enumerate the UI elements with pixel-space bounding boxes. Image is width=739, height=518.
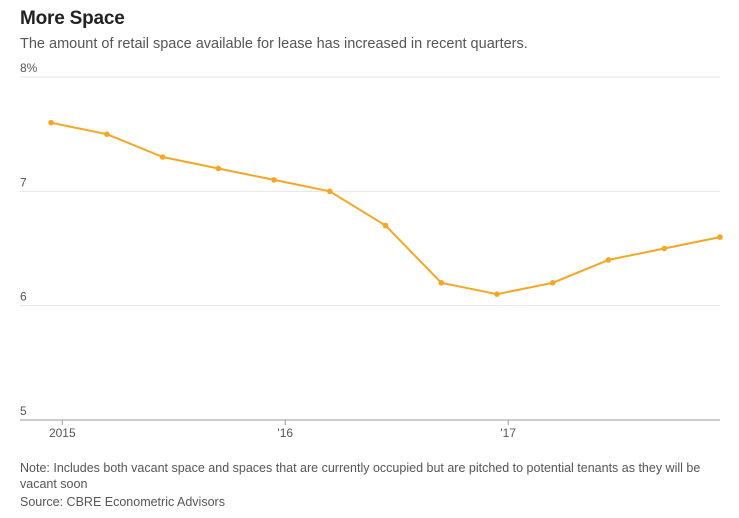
x-tick-label: 2015 [49,426,76,440]
data-point [717,234,723,240]
data-point [661,245,668,252]
data-point [327,188,333,195]
series-layer [48,119,723,298]
x-tick-label: '17 [500,426,516,440]
data-point [438,280,445,286]
y-tick-label: 5 [20,404,27,418]
x-axis: 2015 '16 '17 [20,419,720,440]
data-point [382,222,389,229]
data-point [104,131,110,137]
chart-note: Note: Includes both vacant space and spa… [20,461,701,491]
data-point [159,154,166,160]
chart-title: More Space [20,8,125,29]
data-point [550,280,556,286]
data-point [48,119,54,126]
x-tick-label: '16 [277,426,293,440]
y-axis-labels: 8% 7 6 5 [20,61,38,418]
chart-source: Source: CBRE Econometric Advisors [20,495,225,509]
grid-lines [20,76,720,307]
y-tick-label: 6 [20,290,27,304]
data-point [494,291,500,298]
data-point [271,177,277,183]
chart-subtitle: The amount of retail space available for… [20,36,528,52]
series-line [50,121,721,296]
y-tick-label: 7 [20,175,27,189]
data-point [605,257,612,263]
y-tick-label: 8% [20,61,38,75]
data-point [215,165,222,172]
